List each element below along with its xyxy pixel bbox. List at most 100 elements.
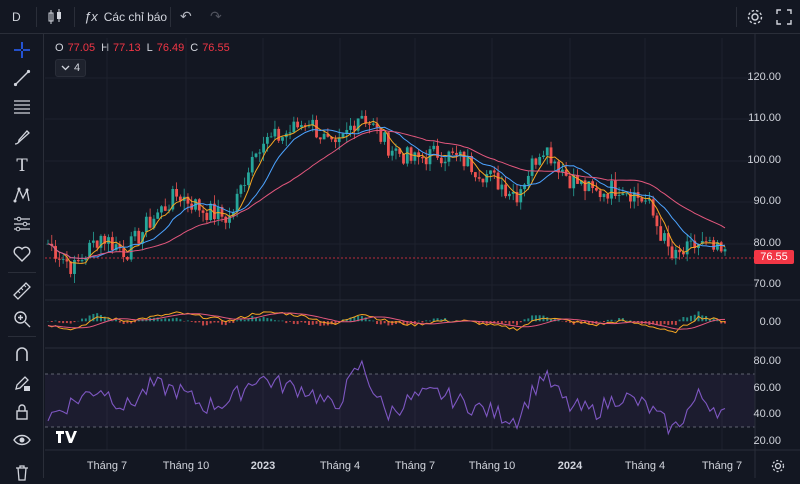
- macd-histogram-bar: [516, 321, 518, 325]
- macd-histogram-bar: [716, 320, 718, 321]
- macd-histogram-bar: [641, 321, 643, 324]
- text-tool[interactable]: T: [10, 154, 34, 178]
- macd-histogram-bar: [686, 317, 688, 321]
- candle-body: [364, 116, 367, 124]
- rsi-band: [45, 374, 755, 427]
- lock-tool[interactable]: [10, 400, 34, 424]
- magnet-tool[interactable]: [10, 342, 34, 366]
- candle-body: [708, 240, 711, 241]
- delete-tool[interactable]: [10, 460, 34, 484]
- macd-histogram-bar: [467, 321, 469, 322]
- rsi-tick: 60.00: [731, 382, 781, 394]
- macd-histogram-bar: [240, 319, 242, 322]
- candle-body: [122, 248, 125, 257]
- symbol-button[interactable]: D: [12, 0, 21, 33]
- rsi-tick: 40.00: [731, 408, 781, 420]
- forecast-tool[interactable]: [10, 212, 34, 236]
- redo-button[interactable]: ↷: [210, 0, 222, 33]
- macd-layer: [47, 311, 726, 332]
- candle-body: [77, 260, 80, 261]
- zoom-tool[interactable]: [10, 307, 34, 331]
- macd-histogram-bar: [622, 318, 624, 321]
- ruler-tool[interactable]: [10, 279, 34, 303]
- candle-body: [603, 194, 606, 197]
- candle-body: [519, 189, 522, 202]
- macd-histogram-bar: [331, 321, 333, 324]
- indicators-collapse-button[interactable]: 4: [55, 59, 86, 77]
- candle-body: [88, 243, 91, 258]
- macd-histogram-bar: [607, 320, 609, 321]
- macd-histogram-bar: [682, 317, 684, 321]
- price-tick: 120.00: [731, 71, 781, 83]
- macd-histogram-bar: [512, 321, 514, 323]
- macd-histogram-bar: [142, 319, 144, 321]
- candle-body: [311, 120, 314, 126]
- macd-histogram-bar: [520, 321, 522, 322]
- candle-body: [353, 126, 356, 131]
- candle-body: [432, 146, 435, 149]
- macd-histogram-bar: [679, 320, 681, 322]
- price-tick: 70.00: [731, 278, 781, 290]
- undo-button[interactable]: ↶: [180, 0, 192, 33]
- macd-histogram-bar: [444, 318, 446, 321]
- lock-drawing-tool[interactable]: [10, 371, 34, 395]
- candle-body: [686, 241, 689, 254]
- candle-body: [440, 158, 443, 164]
- candle-body: [576, 175, 579, 184]
- candle-body: [512, 192, 515, 194]
- candle-body: [580, 180, 583, 184]
- candle-body: [387, 132, 390, 155]
- indicators-button[interactable]: ƒx Các chỉ báo: [84, 0, 167, 33]
- open-key: O: [55, 42, 64, 54]
- candle-body: [659, 226, 662, 241]
- icons-tool[interactable]: [10, 242, 34, 266]
- macd-histogram-bar: [244, 320, 246, 321]
- candle-body: [134, 231, 137, 236]
- candle-body: [671, 246, 674, 258]
- pattern-tool[interactable]: [10, 183, 34, 207]
- top-toolbar: D ƒx Các chỉ báo ↶ ↷: [0, 0, 800, 34]
- macd-histogram-bar: [300, 321, 302, 322]
- candle-body: [523, 185, 526, 190]
- macd-histogram-bar: [474, 321, 476, 322]
- macd-histogram-bar: [554, 319, 556, 321]
- candle-body: [308, 126, 311, 127]
- macd-histogram-bar: [531, 315, 533, 321]
- candle-body: [546, 147, 549, 155]
- divider: [736, 7, 737, 27]
- candle-body: [534, 158, 537, 164]
- candle-body: [84, 258, 87, 260]
- candle-body: [591, 181, 594, 188]
- candles-layer: [47, 110, 727, 283]
- candle-body: [448, 152, 451, 162]
- candle-body: [187, 197, 190, 204]
- macd-histogram-bar: [229, 321, 231, 323]
- time-tick: Tháng 10: [163, 460, 209, 472]
- divider: [36, 7, 37, 27]
- macd-histogram-bar: [96, 313, 98, 321]
- macd-histogram-bar: [251, 316, 253, 321]
- crosshair-tool[interactable]: [10, 38, 34, 62]
- candle-body: [361, 116, 364, 119]
- macd-histogram-bar: [134, 321, 136, 322]
- trendline-tool[interactable]: [10, 66, 34, 90]
- visibility-tool[interactable]: [10, 428, 34, 452]
- brush-tool[interactable]: [10, 125, 34, 149]
- drawing-toolbar: T: [0, 34, 44, 478]
- chart-type-button[interactable]: [46, 0, 64, 33]
- macd-histogram-bar: [463, 320, 465, 321]
- candle-body: [587, 181, 590, 191]
- settings-button[interactable]: [746, 0, 764, 33]
- macd-histogram-bar: [569, 321, 571, 323]
- candle-body: [304, 125, 307, 126]
- candle-body: [648, 199, 651, 200]
- macd-tick: 0.00: [731, 316, 781, 328]
- fullscreen-button[interactable]: [776, 0, 792, 33]
- high-value: 77.13: [113, 42, 141, 54]
- fib-tool[interactable]: [10, 95, 34, 119]
- macd-histogram-bar: [410, 321, 412, 322]
- macd-histogram-bar: [92, 314, 94, 321]
- candle-body: [66, 259, 69, 261]
- time-axis-settings-button[interactable]: [770, 458, 786, 477]
- candle-body: [629, 193, 632, 201]
